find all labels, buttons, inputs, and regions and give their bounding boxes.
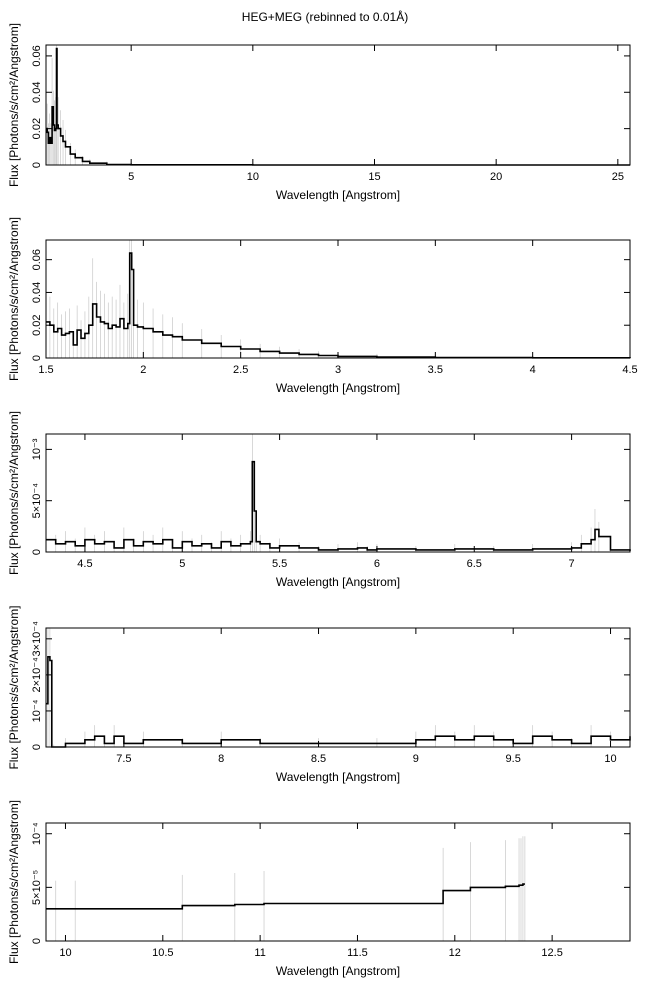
chart-panel-2: 1.5 2 2.5 3 3.5 4 4.5 0 0.02 0.04 0.06 Wavelength […: [7, 217, 638, 395]
y-tick-label: 0.02: [31, 315, 43, 336]
y-axis-label: Flux [Photons/s/cm²/Angstrom]: [7, 411, 21, 575]
series-line: [46, 47, 630, 166]
y-tick-label: 0: [31, 355, 43, 361]
x-tick-label: 7: [569, 558, 575, 570]
x-tick-label: 3: [335, 364, 341, 376]
x-tick-label: 12.5: [541, 947, 562, 959]
chart-panel-3: 4.5 5 5.5 6 6.5 7 0 5×10⁻⁴ 10⁻³ Wavelength [Angst…: [7, 411, 631, 589]
series-line: [46, 656, 631, 748]
x-tick-label: 5: [128, 171, 134, 183]
x-tick-label: 10: [247, 171, 259, 183]
plot-frame: [45, 44, 631, 166]
x-tick-label: 6.5: [467, 558, 482, 570]
y-tick-label: 3×10⁻⁴: [31, 621, 43, 657]
y-tick-label: 5×10⁻⁵: [31, 870, 43, 905]
y-tick-label: 2×10⁻⁴: [31, 657, 43, 693]
y-axis-label: Flux [Photons/s/cm²/Angstrom]: [7, 605, 21, 769]
y-tick-label: 0: [31, 744, 43, 750]
x-tick-label: 8.5: [311, 753, 326, 765]
y-tick-label: 0.04: [31, 82, 43, 103]
x-tick-label: 20: [490, 171, 502, 183]
x-tick-label: 10: [59, 947, 71, 959]
x-tick-label: 6: [374, 558, 380, 570]
y-tick-label: 10⁻³: [31, 438, 43, 460]
y-tick-label: 0: [31, 549, 43, 555]
x-tick-label: 11: [254, 947, 265, 959]
series-line: [46, 252, 631, 359]
y-tick-label: 0: [31, 162, 43, 168]
x-axis-label: Wavelength [Angstrom]: [276, 188, 400, 202]
x-tick-label: 4.5: [77, 558, 92, 570]
x-tick-label: 11.5: [347, 947, 368, 959]
x-tick-label: 1.5: [38, 364, 53, 376]
y-tick-label: 5×10⁻⁴: [31, 483, 43, 519]
x-tick-label: 3.5: [428, 364, 443, 376]
x-tick-label: 15: [368, 171, 380, 183]
y-tick-label: 0.02: [31, 118, 43, 139]
x-tick-label: 7.5: [116, 753, 131, 765]
y-axis-label: Flux [Photons/s/cm²/Angstrom]: [7, 217, 21, 381]
x-tick-label: 2: [140, 364, 146, 376]
x-tick-label: 4.5: [622, 364, 637, 376]
plot-frame: [45, 822, 631, 942]
y-axis-label: Flux [Photons/s/cm²/Angstrom]: [7, 800, 21, 964]
x-axis-label: Wavelength [Angstrom]: [276, 381, 400, 395]
y-tick-label: 0.04: [31, 282, 43, 303]
x-axis-label: Wavelength [Angstrom]: [276, 575, 400, 589]
x-tick-label: 25: [612, 171, 624, 183]
plot-frame: [45, 627, 631, 748]
series-line: [46, 460, 631, 551]
x-tick-label: 9.5: [506, 753, 521, 765]
x-axis-label: Wavelength [Angstrom]: [276, 964, 400, 978]
series-line: [46, 883, 525, 910]
x-tick-label: 5.5: [272, 558, 287, 570]
y-tick-label: 0.06: [31, 45, 43, 66]
x-tick-label: 5: [179, 558, 185, 570]
chart-panel-5: 10 10.5 11 11.5 12 12.5 0 5×10⁻⁵ 10⁻⁴ Wavelength …: [7, 800, 631, 978]
y-tick-label: 10⁻⁴: [31, 822, 43, 845]
y-tick-label: 0.06: [31, 249, 43, 270]
plot-frame: [45, 433, 631, 553]
x-tick-label: 10.5: [152, 947, 173, 959]
x-tick-label: 9: [413, 753, 419, 765]
x-axis-label: Wavelength [Angstrom]: [276, 770, 400, 784]
y-tick-label: 10⁻⁴: [31, 699, 43, 722]
x-tick-label: 4: [530, 364, 536, 376]
page-title: HEG+MEG (rebinned to 0.01Å): [241, 10, 409, 24]
x-tick-label: 10: [604, 753, 616, 765]
y-axis-label: Flux [Photons/s/cm²/Angstrom]: [7, 23, 21, 187]
y-tick-label: 0: [31, 938, 43, 944]
x-tick-label: 2.5: [233, 364, 248, 376]
chart-panel-4: 7.5 8 8.5 9 9.5 10 0 10⁻⁴ 2×10⁻⁴3×10⁻⁴ Wavelength…: [7, 605, 631, 784]
chart-panel-1: 5 10 15 20 25 0 0.02 0.04 0.06 Wavelength [Angstr…: [7, 23, 631, 202]
x-tick-label: 8: [218, 753, 224, 765]
x-tick-label: 12: [449, 947, 461, 959]
